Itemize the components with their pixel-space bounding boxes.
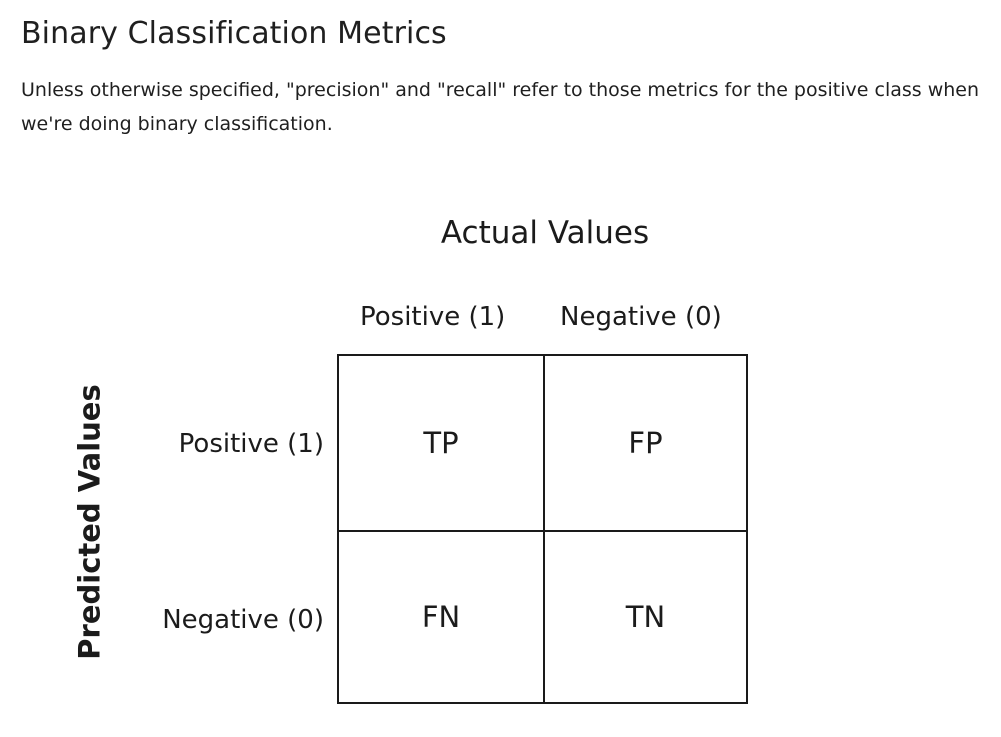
cell-false-positive: FP — [545, 356, 746, 532]
row-header-positive: Positive (1) — [178, 429, 324, 459]
actual-values-label: Actual Values — [440, 215, 650, 251]
cell-false-negative: FN — [339, 532, 545, 702]
confusion-matrix-grid: TP FP FN TN — [337, 354, 748, 704]
intro-paragraph: Unless otherwise specified, "precision" … — [21, 79, 980, 135]
row-header-negative: Negative (0) — [162, 605, 324, 635]
column-header-negative: Negative (0) — [560, 302, 722, 332]
column-header-positive: Positive (1) — [360, 302, 506, 332]
predicted-values-label: Predicted Values — [73, 384, 108, 660]
cell-true-negative: TN — [625, 600, 666, 634]
predicted-values-label-wrapper: Predicted Values — [64, 383, 116, 661]
section-heading: Binary Classification Metrics — [21, 16, 447, 51]
cell-true-positive: TP — [339, 356, 545, 532]
